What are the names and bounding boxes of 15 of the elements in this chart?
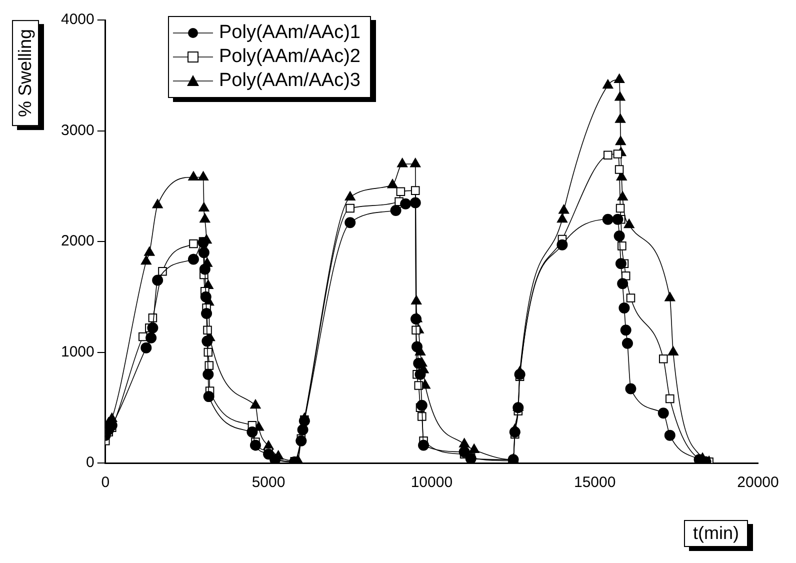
legend-label: Poly(AAm/AAc)1: [219, 21, 360, 45]
x-tick-label: 20000: [737, 474, 779, 492]
x-tick-label: 10000: [410, 474, 453, 492]
x-tick-label: 15000: [574, 474, 616, 492]
x-tick-label: 5000: [252, 474, 286, 492]
y-tick-label: 1000: [60, 343, 94, 360]
y-tick-label: 4000: [60, 11, 94, 28]
x-tick-label: 0: [101, 474, 110, 492]
y-tick-label: 3000: [60, 122, 94, 139]
y-axis-title: % Swelling: [12, 20, 39, 126]
x-axis-title: t(min): [684, 520, 748, 547]
y-tick-label: 0: [86, 454, 94, 472]
legend-label: Poly(AAm/AAc)3: [219, 69, 360, 93]
legend-label: Poly(AAm/AAc)2: [219, 45, 360, 69]
y-tick-label: 2000: [60, 232, 94, 250]
